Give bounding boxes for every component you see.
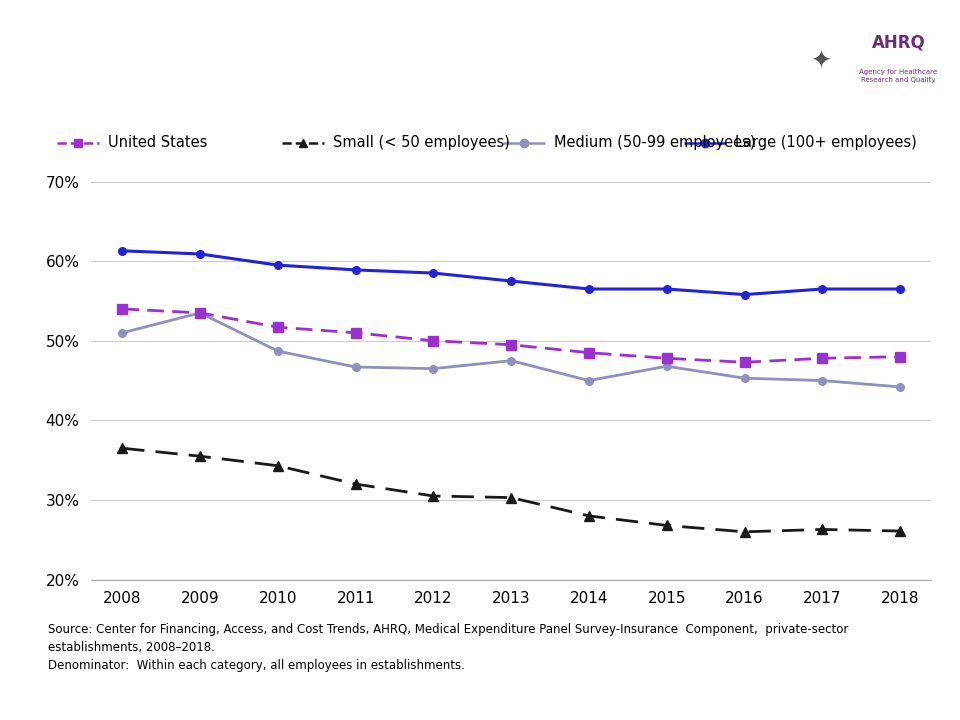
Text: Small (< 50 employees): Small (< 50 employees) (333, 135, 510, 150)
Ellipse shape (804, 5, 954, 117)
Text: AHRQ: AHRQ (872, 34, 925, 52)
Text: Source: Center for Financing, Access, and Cost Trends, AHRQ, Medical Expenditure: Source: Center for Financing, Access, an… (48, 623, 849, 672)
Text: Medium (50-99 employees): Medium (50-99 employees) (554, 135, 756, 150)
Text: Figure 1. Enrollment Rate: Percentage of all private-sector
employees enrolled i: Figure 1. Enrollment Rate: Percentage of… (79, 27, 728, 96)
Text: Large (100+ employees): Large (100+ employees) (735, 135, 917, 150)
Text: ✦: ✦ (811, 49, 832, 73)
Text: Agency for Healthcare
Research and Quality: Agency for Healthcare Research and Quali… (859, 69, 938, 83)
Text: United States: United States (108, 135, 207, 150)
